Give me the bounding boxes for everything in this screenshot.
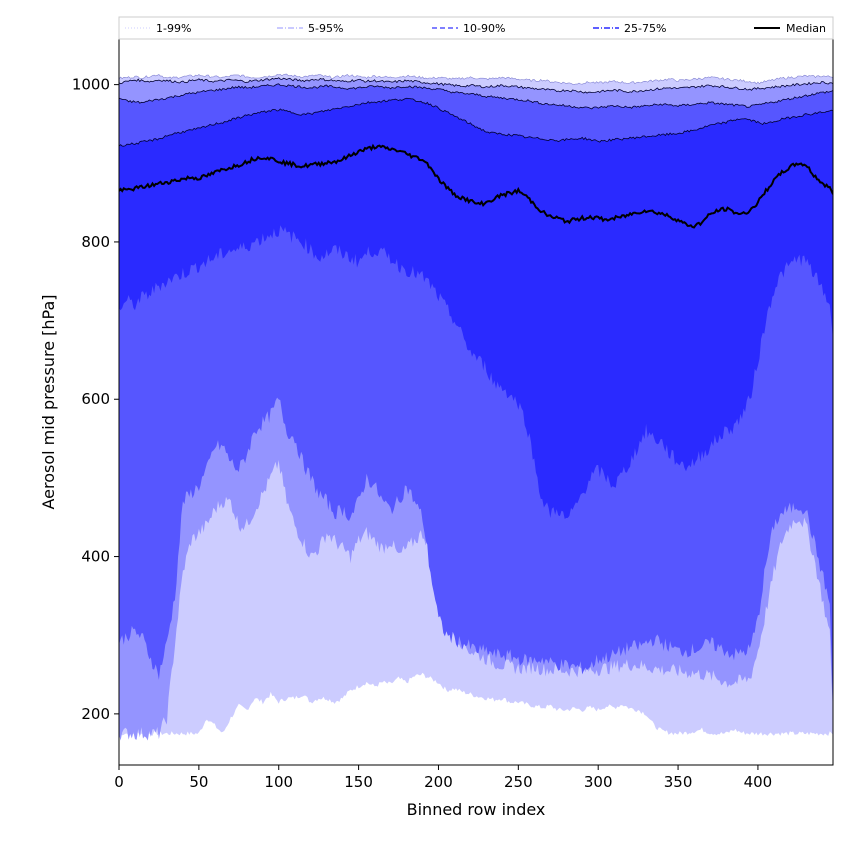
band-upper-edge-1-99pct — [119, 73, 833, 85]
band-upper-edge-10-90pct — [119, 83, 833, 110]
x-tick-label: 250 — [504, 773, 533, 791]
x-axis-ticks: 0 50 100 150 200 250 300 350 400 — [114, 765, 772, 791]
legend: 1-99% 5-95% 10-90% 25-75% Median — [118, 16, 834, 40]
plot-area — [119, 73, 833, 741]
median-layer — [119, 143, 833, 229]
band-25-75pct — [119, 98, 833, 519]
band-outlines — [119, 73, 833, 147]
legend-label: 10-90% — [463, 22, 505, 35]
x-tick-label: 50 — [189, 773, 208, 791]
percentile-bands — [119, 74, 833, 741]
x-tick-label: 150 — [344, 773, 373, 791]
y-tick-label: 600 — [81, 390, 110, 408]
legend-label: 5-95% — [308, 22, 343, 35]
y-axis-label: Aerosol mid pressure [hPa] — [39, 294, 58, 509]
x-tick-label: 100 — [264, 773, 293, 791]
y-tick-label: 200 — [81, 705, 110, 723]
x-axis-label: Binned row index — [407, 800, 546, 819]
x-tick-label: 0 — [114, 773, 124, 791]
legend-label: 25-75% — [624, 22, 666, 35]
y-tick-label: 400 — [81, 548, 110, 566]
median-line — [119, 143, 833, 229]
x-tick-label: 350 — [664, 773, 693, 791]
y-tick-label: 1000 — [72, 76, 110, 94]
y-axis-ticks: 200 400 600 800 1000 — [72, 76, 119, 723]
legend-box — [118, 16, 834, 40]
y-tick-label: 800 — [81, 233, 110, 251]
x-tick-label: 300 — [584, 773, 613, 791]
x-tick-label: 200 — [424, 773, 453, 791]
legend-label-median: Median — [786, 22, 826, 35]
band-upper-edge-5-95pct — [119, 77, 833, 94]
band-upper-edge-25-75pct — [119, 97, 833, 147]
x-tick-label: 400 — [744, 773, 773, 791]
legend-label: 1-99% — [156, 22, 191, 35]
